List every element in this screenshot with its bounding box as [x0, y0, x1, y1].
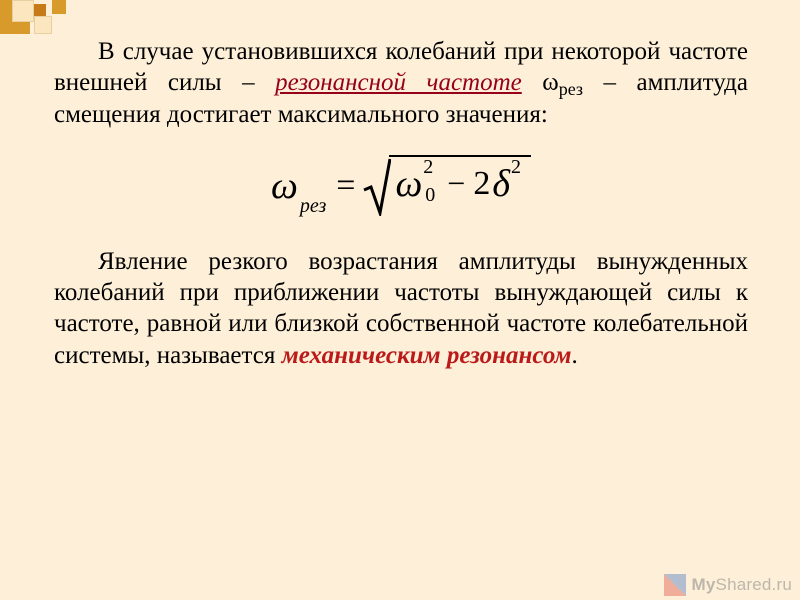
- radical-icon: [363, 156, 391, 216]
- formula-lhs: ω рез: [271, 164, 326, 208]
- rhs-omega-sup: 2: [423, 156, 433, 179]
- decor-square: [52, 0, 66, 14]
- watermark: MyShared.ru: [664, 574, 793, 596]
- decor-square: [34, 4, 46, 16]
- radicand: ω 2 0 − 2 δ 2: [389, 155, 531, 209]
- decor-square: [34, 16, 52, 34]
- watermark-prefix: My: [692, 575, 716, 594]
- p2-text-2: .: [572, 342, 578, 369]
- watermark-icon: [664, 574, 686, 596]
- formula: ω рез = ω 2 0 − 2 δ 2: [271, 156, 531, 216]
- slide-content: В случае установившихся колебаний при не…: [54, 36, 748, 371]
- coeff-two: 2: [473, 165, 490, 203]
- rhs-omega: ω: [395, 162, 422, 206]
- rhs-omega-sub: 0: [425, 184, 435, 207]
- p1-omega: ω: [522, 69, 559, 96]
- watermark-rest: Shared.ru: [716, 575, 792, 594]
- decor-square: [0, 0, 12, 22]
- corner-decoration: [0, 0, 200, 40]
- delta-sup: 2: [511, 156, 521, 179]
- paragraph-1: В случае установившихся колебаний при не…: [54, 36, 748, 130]
- formula-rhs: ω 2 0 − 2 δ 2: [363, 156, 531, 216]
- equals-sign: =: [336, 167, 355, 205]
- minus-sign: −: [447, 165, 465, 202]
- term-mechanical-resonance: механическим резонансом: [282, 342, 572, 369]
- lhs-omega: ω: [271, 164, 298, 208]
- decor-square: [0, 22, 30, 34]
- paragraph-2: Явление резкого возрастания амплитуды вы…: [54, 246, 748, 371]
- term-resonant-frequency: резонансной частоте: [275, 69, 522, 96]
- delta: δ: [492, 162, 510, 206]
- formula-block: ω рез = ω 2 0 − 2 δ 2: [54, 156, 748, 216]
- lhs-sub: рез: [300, 195, 326, 218]
- p1-omega-sub: рез: [559, 79, 583, 99]
- decor-square: [12, 0, 34, 22]
